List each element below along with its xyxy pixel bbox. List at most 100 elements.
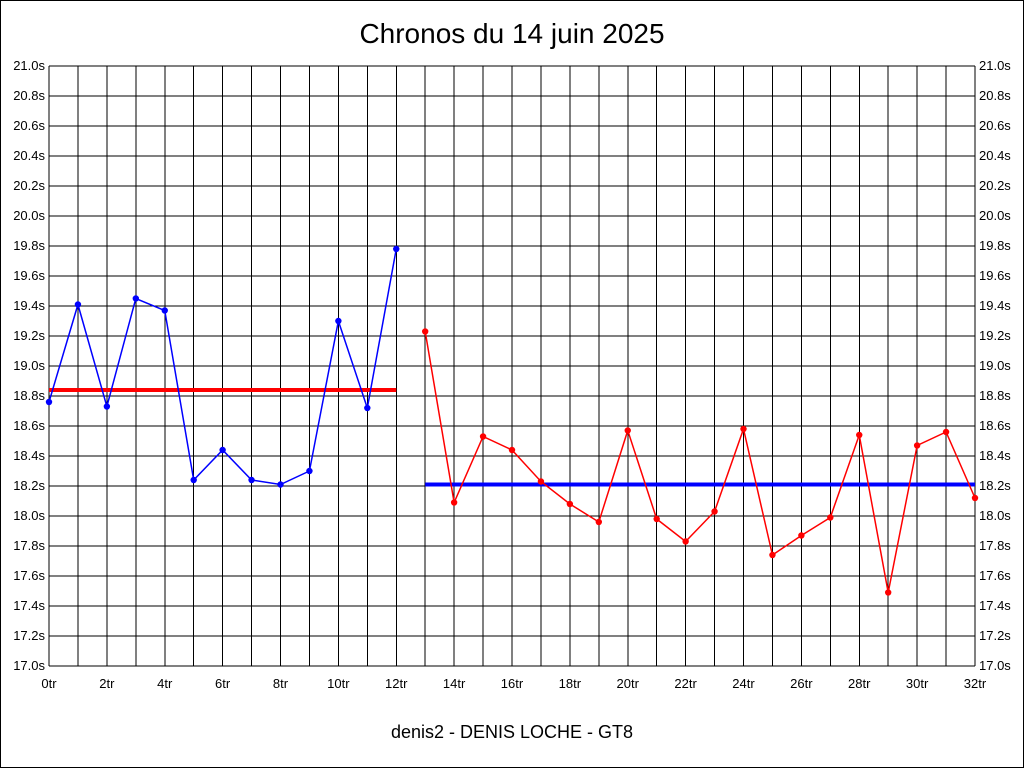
y-tick-label-right: 17.2s [979, 628, 1011, 643]
data-point [624, 427, 631, 434]
reference-lines-layer [49, 388, 975, 487]
data-point [942, 428, 950, 436]
y-tick-label-left: 19.4s [13, 298, 45, 313]
y-tick-label-right: 20.4s [979, 148, 1011, 163]
data-point [335, 317, 342, 325]
y-tick-label-left: 20.8s [13, 88, 45, 103]
x-tick-label: 32tr [964, 676, 987, 691]
x-tick-label: 8tr [273, 676, 289, 691]
data-point [508, 446, 516, 454]
data-point [161, 307, 168, 314]
data-point [393, 245, 400, 253]
data-point [653, 515, 660, 523]
y-tick-label-left: 18.8s [13, 388, 45, 403]
data-point [306, 467, 313, 475]
data-point [537, 478, 545, 485]
x-tick-label: 24tr [732, 676, 755, 691]
y-tick-label-left: 19.0s [13, 358, 45, 373]
data-point [74, 301, 82, 308]
data-point [132, 295, 140, 302]
x-tick-label: 2tr [99, 676, 115, 691]
y-tick-label-left: 20.2s [13, 178, 45, 193]
y-tick-label-left: 18.2s [13, 478, 45, 493]
data-point [971, 494, 979, 502]
x-tick-label: 18tr [559, 676, 582, 691]
series-line [424, 331, 976, 593]
data-point [364, 404, 371, 412]
y-tick-label-right: 19.2s [979, 328, 1011, 343]
y-tick-label-left: 20.0s [13, 208, 45, 223]
data-point [711, 508, 718, 515]
data-point [479, 433, 487, 440]
y-tick-label-right: 18.0s [979, 508, 1011, 523]
y-tick-label-right: 18.4s [979, 448, 1011, 463]
y-tick-label-right: 18.6s [979, 418, 1011, 433]
x-tick-label: 22tr [674, 676, 697, 691]
y-tick-label-left: 17.6s [13, 568, 45, 583]
y-tick-label-right: 19.0s [979, 358, 1011, 373]
y-tick-label-left: 17.0s [13, 658, 45, 673]
x-tick-label: 20tr [617, 676, 640, 691]
y-tick-label-left: 20.6s [13, 118, 45, 133]
axis-labels-layer: 17.0s 17.0s 17.2s 17.2s 17.4s 17.4s 17.6s 17.6s… [13, 58, 1011, 691]
y-tick-label-left: 19.8s [13, 238, 45, 253]
data-point [740, 425, 747, 433]
y-tick-label-right: 20.6s [979, 118, 1011, 133]
data-point [566, 500, 574, 508]
data-point [856, 431, 863, 439]
y-tick-label-left: 17.2s [13, 628, 45, 643]
y-tick-label-right: 19.8s [979, 238, 1011, 253]
x-tick-label: 14tr [443, 676, 466, 691]
x-tick-label: 6tr [215, 676, 231, 691]
data-point [769, 551, 776, 559]
x-tick-label: 26tr [790, 676, 813, 691]
x-tick-label: 28tr [848, 676, 871, 691]
y-tick-label-right: 19.6s [979, 268, 1011, 283]
y-tick-label-right: 20.2s [979, 178, 1011, 193]
chart-title: Chronos du 14 juin 2025 [359, 18, 665, 49]
data-point [827, 514, 834, 521]
y-tick-label-left: 17.4s [13, 598, 45, 613]
data-point [884, 589, 892, 596]
data-point [277, 481, 284, 488]
y-tick-label-right: 21.0s [979, 58, 1011, 73]
x-tick-label: 16tr [501, 676, 524, 691]
data-point [682, 538, 689, 545]
y-tick-label-left: 19.6s [13, 268, 45, 283]
x-tick-label: 12tr [385, 676, 408, 691]
y-tick-label-left: 20.4s [13, 148, 45, 163]
y-tick-label-right: 17.8s [979, 538, 1011, 553]
y-tick-label-right: 17.0s [979, 658, 1011, 673]
y-tick-label-right: 17.6s [979, 568, 1011, 583]
x-tick-label: 10tr [327, 676, 350, 691]
chart-subtitle: denis2 - DENIS LOCHE - GT8 [390, 722, 634, 742]
data-point [450, 499, 458, 506]
data-point [798, 532, 805, 539]
y-tick-label-right: 20.8s [979, 88, 1011, 103]
x-tick-label: 30tr [906, 676, 929, 691]
x-tick-label: 4tr [157, 676, 173, 691]
y-tick-label-left: 18.6s [13, 418, 45, 433]
series-layer [45, 245, 979, 596]
data-point [421, 328, 429, 335]
data-point [190, 476, 197, 484]
y-tick-label-right: 18.2s [979, 478, 1011, 493]
y-tick-label-left: 21.0s [13, 58, 45, 73]
y-tick-label-right: 19.4s [979, 298, 1011, 313]
y-tick-label-right: 20.0s [979, 208, 1011, 223]
y-tick-label-left: 18.0s [13, 508, 45, 523]
y-tick-label-right: 17.4s [979, 598, 1011, 613]
y-tick-label-left: 17.8s [13, 538, 45, 553]
y-tick-label-right: 18.8s [979, 388, 1011, 403]
data-point [913, 442, 921, 449]
data-point [595, 518, 603, 526]
x-tick-label: 0tr [41, 676, 57, 691]
data-point [219, 446, 226, 454]
data-point [45, 398, 53, 406]
y-tick-label-left: 19.2s [13, 328, 45, 343]
data-point [103, 403, 111, 410]
data-point [248, 476, 255, 484]
y-tick-label-left: 18.4s [13, 448, 45, 463]
grid-layer [48, 65, 976, 667]
